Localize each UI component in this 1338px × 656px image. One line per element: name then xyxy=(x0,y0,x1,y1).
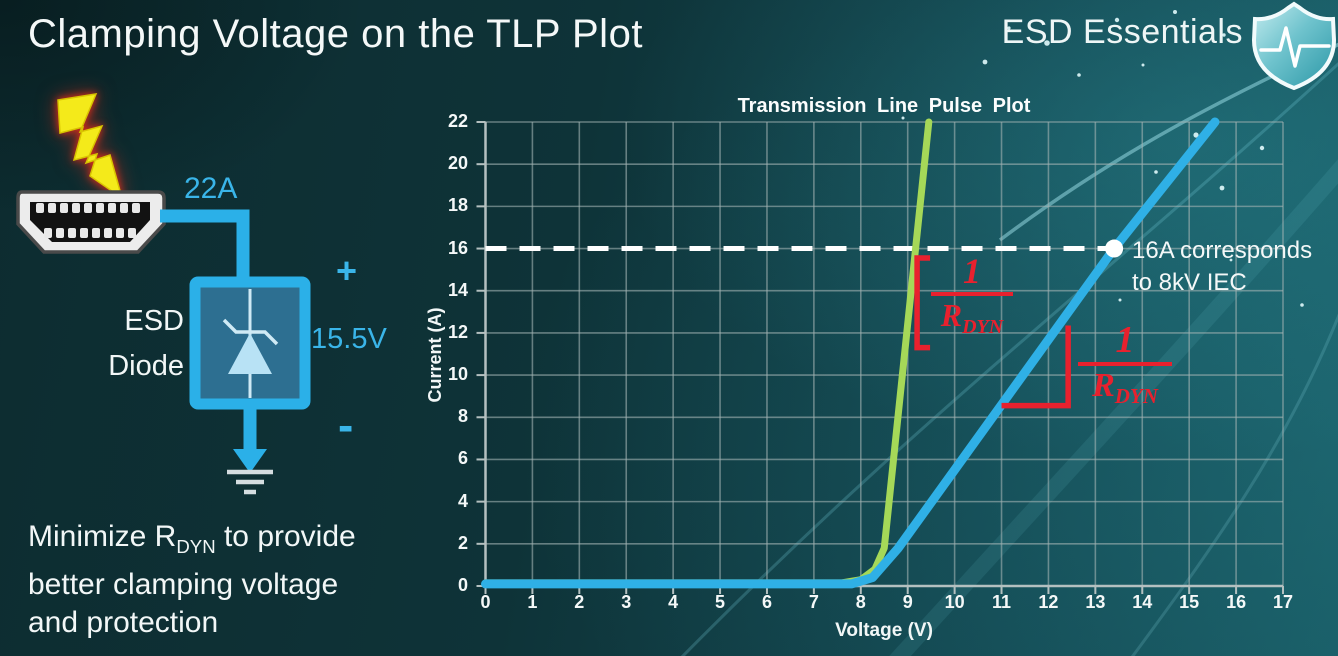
fraction-bar xyxy=(931,292,1013,296)
marker-note-line2: to 8kV IEC xyxy=(1132,269,1247,296)
x-tick-label: 4 xyxy=(668,592,679,612)
esd-diode-label-line1: ESD xyxy=(124,305,184,337)
x-tick-label: 11 xyxy=(992,592,1012,612)
chart-title: Transmission Line Pulse Plot xyxy=(737,95,1031,117)
note-line3: and protection xyxy=(28,606,219,639)
y-tick-label: 12 xyxy=(447,321,468,342)
x-tick-label: 12 xyxy=(1038,592,1059,612)
y-tick-label: 8 xyxy=(457,406,468,427)
x-tick-label: 3 xyxy=(621,592,632,612)
x-tick-label: 8 xyxy=(855,592,866,612)
y-tick-label: 0 xyxy=(457,575,468,595)
y-tick-label: 2 xyxy=(457,532,468,553)
x-tick-label: 9 xyxy=(902,592,913,612)
y-tick-label: 20 xyxy=(447,153,468,174)
esd-diode-label-line2: Diode xyxy=(108,350,184,382)
x-tick-label: 5 xyxy=(715,592,726,612)
y-tick-label: 4 xyxy=(457,490,468,511)
fraction-bar xyxy=(1078,362,1172,366)
rdyn-fraction-blue: 1 RDYN xyxy=(1078,320,1172,409)
hdmi-connector-icon xyxy=(16,190,166,254)
note-line1: Minimize RDYN to provide xyxy=(28,520,356,557)
y-tick-label: 6 xyxy=(457,448,468,469)
x-tick-label: 17 xyxy=(1272,592,1294,612)
fraction-denominator: R xyxy=(1092,367,1115,404)
page-title: Clamping Voltage on the TLP Plot xyxy=(28,12,643,56)
ground-symbol xyxy=(227,404,273,495)
wire xyxy=(160,209,250,282)
x-tick-label: 7 xyxy=(808,592,819,612)
takeaway-note: Minimize RDYN to provide better clamping… xyxy=(28,518,356,642)
esd-diode-label: ESD Diode xyxy=(58,299,184,389)
clamp-voltage-label: 15.5V xyxy=(311,323,387,355)
fraction-subscript: DYN xyxy=(1114,384,1158,408)
x-tick-label: 1 xyxy=(527,592,538,612)
surge-current-label: 22A xyxy=(184,172,238,205)
x-tick-label: 0 xyxy=(480,592,491,612)
fraction-denominator: R xyxy=(940,297,963,333)
plus-polarity-label: + xyxy=(336,250,358,291)
x-tick-label: 10 xyxy=(944,592,965,612)
x-tick-label: 15 xyxy=(1179,592,1200,612)
zener-diode-symbol xyxy=(222,289,279,398)
y-tick-label: 18 xyxy=(447,195,468,216)
minus-polarity-label: - xyxy=(338,399,354,451)
particle-dots xyxy=(901,10,1304,307)
y-tick-label: 14 xyxy=(447,279,468,300)
y-tick-label: 16 xyxy=(447,237,468,258)
note-line2: better clamping voltage xyxy=(28,568,339,601)
x-axis-title: Voltage (V) xyxy=(835,620,933,641)
fraction-subscript: DYN xyxy=(962,316,1004,338)
x-tick-label: 16 xyxy=(1226,592,1247,612)
x-tick-label: 2 xyxy=(574,592,585,612)
marker-note-line1: 16A corresponds xyxy=(1132,237,1313,264)
x-tick-label: 13 xyxy=(1085,592,1106,612)
shield-pulse-logo xyxy=(1251,1,1337,91)
brand-title: ESD Essentials xyxy=(1001,13,1243,51)
x-tick-label: 6 xyxy=(761,592,772,612)
y-tick-label: 22 xyxy=(447,111,468,131)
y-tick-label: 10 xyxy=(447,364,468,385)
fraction-numerator: 1 xyxy=(963,251,981,291)
rdyn-fraction-green: 1 RDYN xyxy=(931,252,1013,339)
fraction-numerator: 1 xyxy=(1115,319,1135,361)
x-tick-label: 14 xyxy=(1132,592,1153,612)
